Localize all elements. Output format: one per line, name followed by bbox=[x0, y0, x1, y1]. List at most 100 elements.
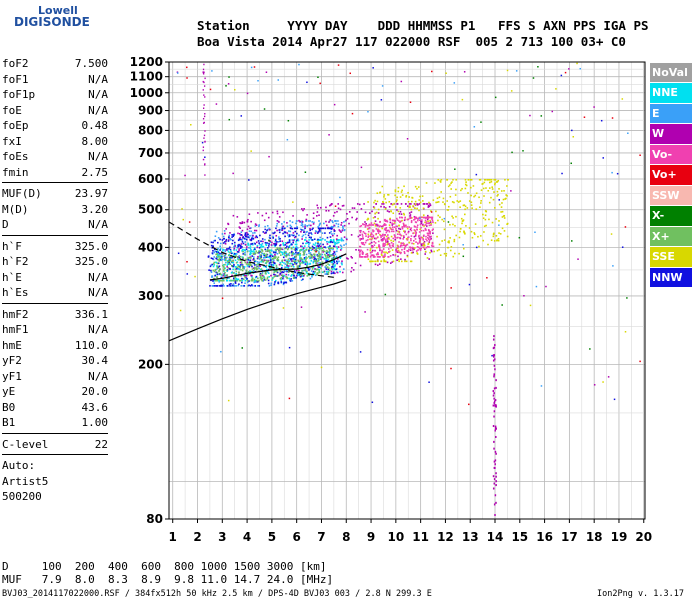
trace-point bbox=[326, 266, 329, 268]
trace-point bbox=[253, 278, 256, 281]
trace-point bbox=[500, 190, 503, 192]
trace-point bbox=[384, 207, 387, 209]
trace-point bbox=[439, 216, 441, 218]
trace-point bbox=[463, 232, 466, 234]
trace-point bbox=[240, 263, 242, 266]
trace-point bbox=[321, 261, 324, 264]
trace-point bbox=[265, 243, 267, 246]
noise-point bbox=[337, 64, 340, 66]
trace-point bbox=[301, 273, 304, 275]
trace-point bbox=[348, 211, 351, 213]
trace-point bbox=[263, 265, 265, 268]
muf-row: MUF 7.9 8.0 8.3 8.9 9.8 11.0 14.7 24.0 [… bbox=[2, 573, 334, 586]
trace-point bbox=[274, 238, 277, 241]
noise-point bbox=[510, 90, 513, 92]
trace-point bbox=[369, 242, 372, 245]
trace-point bbox=[372, 236, 375, 238]
trace-point bbox=[322, 243, 324, 246]
trace-point bbox=[418, 240, 421, 243]
trace-point bbox=[358, 203, 361, 206]
trace-point bbox=[400, 220, 402, 223]
trace-point bbox=[282, 283, 285, 286]
trace-point bbox=[393, 222, 396, 224]
trace-point bbox=[318, 252, 320, 255]
trace-point bbox=[306, 265, 308, 267]
trace-point bbox=[318, 266, 320, 269]
trace-point bbox=[318, 253, 321, 256]
trace-point bbox=[366, 256, 369, 258]
trace-point bbox=[232, 272, 235, 274]
trace-point bbox=[391, 203, 394, 206]
trace-point bbox=[213, 282, 216, 284]
trace-point bbox=[424, 250, 427, 253]
trace-point bbox=[267, 268, 270, 271]
trace-point bbox=[311, 255, 313, 257]
trace-point bbox=[238, 243, 240, 246]
legend-item-w: W bbox=[650, 124, 692, 144]
trace-point bbox=[331, 227, 333, 230]
legend-item-ssw: SSW bbox=[650, 185, 692, 206]
param-value: 3.20 bbox=[81, 202, 109, 216]
trace-point bbox=[360, 241, 363, 244]
noise-point bbox=[250, 66, 253, 69]
trace-point bbox=[266, 229, 268, 232]
trace-point bbox=[333, 240, 335, 243]
trace-point bbox=[336, 234, 338, 237]
trace-point bbox=[258, 246, 261, 249]
trace-point bbox=[287, 254, 290, 256]
trace-point bbox=[269, 234, 271, 237]
trace-point bbox=[479, 235, 482, 237]
logo-lowell: Lowell bbox=[38, 4, 78, 17]
trace-point bbox=[331, 234, 334, 237]
trace-point bbox=[419, 228, 421, 231]
trace-point bbox=[274, 245, 276, 248]
trace-point bbox=[447, 185, 450, 188]
trace-point bbox=[377, 208, 380, 211]
trace-point bbox=[413, 219, 415, 221]
trace-point bbox=[429, 251, 431, 254]
trace-point bbox=[410, 216, 412, 219]
trace-point bbox=[257, 277, 259, 280]
trace-point bbox=[410, 208, 413, 211]
trace-point bbox=[324, 239, 326, 241]
trace-point bbox=[291, 221, 294, 224]
trace-point bbox=[319, 242, 322, 245]
trace-point bbox=[288, 257, 291, 260]
trace-point bbox=[253, 266, 256, 269]
interference-point bbox=[492, 475, 495, 478]
noise-point bbox=[409, 101, 412, 104]
trace-point bbox=[358, 256, 361, 258]
noise-point bbox=[602, 381, 604, 383]
trace-point bbox=[333, 256, 336, 259]
trace-point bbox=[233, 256, 236, 259]
trace-point bbox=[286, 245, 288, 248]
trace-point bbox=[326, 273, 329, 276]
trace-point bbox=[227, 267, 230, 269]
trace-point bbox=[317, 259, 320, 262]
trace-point bbox=[410, 252, 413, 254]
trace-point bbox=[436, 235, 438, 238]
trace-point bbox=[377, 240, 380, 243]
trace-point bbox=[410, 220, 413, 222]
trace-point bbox=[292, 241, 294, 244]
trace-point bbox=[371, 224, 373, 226]
trace-point bbox=[296, 253, 299, 256]
trace-point bbox=[379, 234, 382, 237]
noise-point bbox=[491, 354, 493, 357]
trace-point bbox=[218, 281, 221, 283]
trace-point bbox=[261, 214, 264, 217]
trace-point bbox=[229, 263, 232, 265]
trace-point bbox=[224, 263, 226, 266]
trace-point bbox=[237, 232, 239, 235]
trace-point bbox=[333, 261, 336, 264]
trace-point bbox=[308, 243, 310, 246]
trace-point bbox=[320, 227, 322, 230]
auto-scaling-info: Auto: bbox=[2, 459, 36, 472]
trace-point bbox=[367, 230, 370, 233]
trace-point bbox=[299, 254, 302, 256]
trace-point bbox=[323, 258, 326, 260]
trace-point bbox=[506, 185, 508, 187]
trace-point bbox=[302, 262, 305, 264]
trace-point bbox=[443, 239, 446, 241]
trace-point bbox=[280, 281, 283, 283]
